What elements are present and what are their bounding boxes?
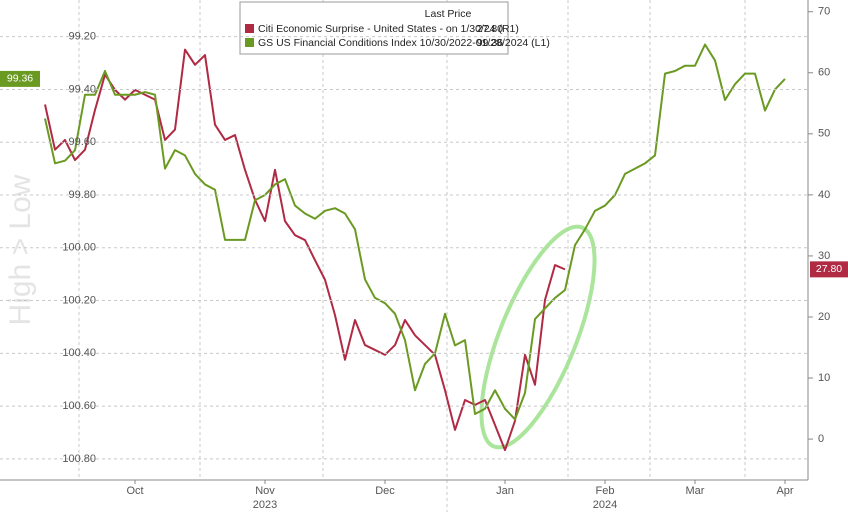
y-tick-label: 100.20 bbox=[62, 294, 96, 306]
x-tick-label: Feb bbox=[596, 485, 615, 497]
last-value-tag bbox=[0, 70, 40, 87]
legend-title: Last Price bbox=[425, 8, 472, 20]
y-tick-label: 100.40 bbox=[62, 347, 96, 359]
x-year-label: 2023 bbox=[253, 499, 277, 511]
series-line bbox=[44, 48, 566, 452]
y-tick-label: 100.80 bbox=[62, 453, 96, 465]
y2-tick-label: 20 bbox=[818, 311, 830, 323]
y2-tick-label: 30 bbox=[818, 250, 830, 262]
x-tick-label: Mar bbox=[686, 485, 705, 497]
legend-label: GS US Financial Conditions Index 10/30/2… bbox=[258, 37, 550, 49]
series-line bbox=[44, 43, 786, 421]
month-separators bbox=[78, 0, 746, 512]
y2-tick-label: 40 bbox=[818, 189, 830, 201]
lines bbox=[44, 43, 786, 452]
legend: Last Price Citi Economic Surprise - Unit… bbox=[239, 1, 550, 55]
last-value-label: 99.36 bbox=[7, 73, 33, 85]
legend-box bbox=[239, 1, 509, 55]
legend-label: Citi Economic Surprise - United States -… bbox=[258, 23, 519, 35]
legend-swatch bbox=[245, 24, 254, 33]
watermark: High > Low bbox=[4, 174, 37, 325]
legend-swatch bbox=[245, 38, 254, 47]
x-tick-label: Oct bbox=[126, 485, 143, 497]
last-value-tag bbox=[810, 261, 848, 278]
highlight-ellipse bbox=[479, 224, 597, 450]
legend-value: 27.80 bbox=[477, 23, 503, 35]
legend-value: 99.36 bbox=[477, 37, 503, 49]
y-tick-label: 99.80 bbox=[68, 189, 96, 201]
y2-tick-label: 0 bbox=[818, 433, 824, 445]
y-tick-label: 99.20 bbox=[68, 31, 96, 43]
y-tick-label: 100.00 bbox=[62, 242, 96, 254]
x-tick-label: Apr bbox=[776, 485, 793, 497]
y-tick-label: 100.60 bbox=[62, 400, 96, 412]
y2-tick-label: 70 bbox=[818, 6, 830, 18]
y-tick-label: 99.60 bbox=[68, 136, 96, 148]
y2-tick-label: 10 bbox=[818, 372, 830, 384]
x-tick-label: Nov bbox=[255, 485, 275, 497]
y-tick-label: 99.40 bbox=[68, 83, 96, 95]
y2-tick-label: 60 bbox=[818, 67, 830, 79]
y2-tick-label: 50 bbox=[818, 128, 830, 140]
x-tick-label: Jan bbox=[496, 485, 514, 497]
x-year-label: 2024 bbox=[593, 499, 617, 511]
last-value-label: 27.80 bbox=[816, 263, 842, 275]
x-tick-label: Dec bbox=[375, 485, 395, 497]
